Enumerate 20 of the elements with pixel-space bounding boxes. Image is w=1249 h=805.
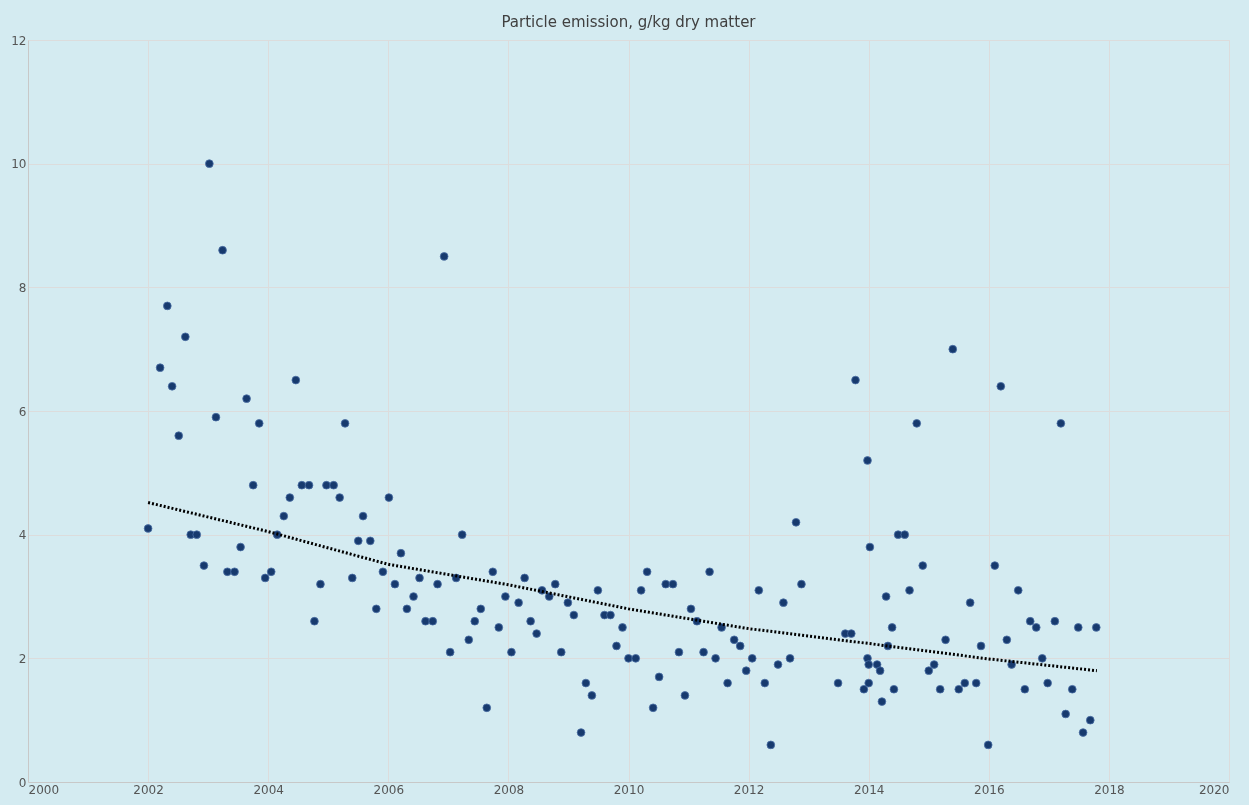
line-series (146, 501, 1099, 673)
y-tick-label: 12 (11, 33, 27, 48)
x-tick-label: 2008 (493, 782, 525, 797)
x-tick-label: 2010 (613, 782, 645, 797)
x-tick-label: 2002 (133, 782, 164, 797)
x-tick-label: 2018 (1094, 782, 1125, 797)
y-tick-label: 0 (18, 775, 27, 790)
x-tick-label: 2012 (733, 782, 765, 797)
y-tick-label: 10 (11, 157, 27, 172)
x-tick-label: 2020 (1198, 782, 1230, 797)
x-tick-label: 2014 (853, 782, 885, 797)
x-tick-label: 2000 (28, 782, 60, 797)
y-tick-label: 6 (18, 404, 27, 419)
y-tick-label: 8 (18, 280, 27, 295)
x-tick-label: 2006 (373, 782, 405, 797)
x-tick-label: 2004 (253, 782, 284, 797)
y-tick-label: 2 (18, 651, 27, 666)
x-tick-label: 2016 (974, 782, 1005, 797)
y-tick-label: 4 (18, 528, 27, 543)
chart-title: Particle emission, g/kg dry matter (501, 13, 757, 31)
